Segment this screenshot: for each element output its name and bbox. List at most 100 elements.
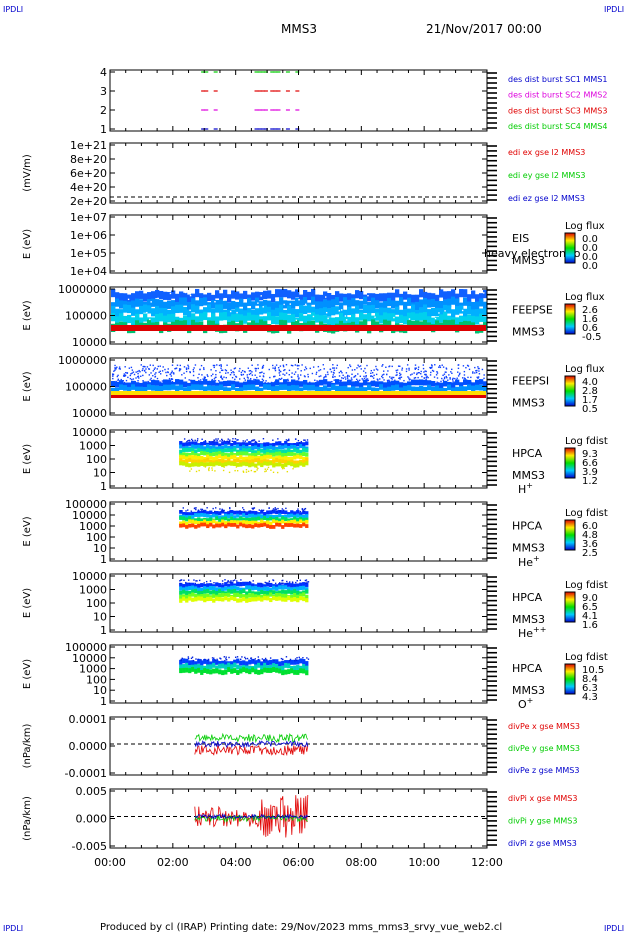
spectrogram-cell [200, 461, 204, 466]
spectrogram-cell [206, 457, 210, 462]
spectrogram-speck [291, 364, 294, 367]
spectrogram-cell [185, 514, 189, 519]
spectrogram-cell [135, 298, 140, 307]
spectrogram-cell [155, 313, 160, 323]
spectrogram-cell [215, 382, 220, 389]
spectrogram-cell [305, 587, 309, 592]
y-axis-label: E (eV) [22, 659, 33, 689]
spectrogram-speck [212, 364, 215, 367]
spectrogram-cell [209, 596, 213, 601]
spectrogram-cell [243, 310, 248, 319]
spectrogram-speck [220, 375, 223, 377]
spectrogram-cell [245, 668, 249, 674]
spectrogram-cell [284, 585, 288, 590]
spectrogram-cell [284, 590, 288, 595]
spectrogram-speck [297, 378, 300, 380]
spectrogram-speck [113, 370, 115, 372]
spectrogram-cell [179, 594, 183, 600]
spectrogram-cell [179, 320, 184, 329]
spectrogram-cell [266, 514, 270, 519]
spectrogram-cell [203, 379, 208, 385]
spectrogram-speck [142, 368, 144, 370]
spectrogram-speck [179, 582, 181, 585]
spectrogram-cell [278, 449, 282, 454]
spectrogram-speck [153, 368, 156, 370]
spectrogram-speck [134, 381, 137, 383]
spectrogram-speck [192, 369, 195, 371]
spectrogram-cell [269, 667, 273, 673]
spectrogram-cell [463, 386, 468, 392]
spectrogram-cell [269, 590, 273, 595]
spectrogram-speck [242, 440, 244, 442]
spectrogram-speck [417, 368, 420, 371]
spectrogram-cell [191, 462, 195, 467]
spectrogram-speck [159, 365, 161, 367]
spectrogram-speck [213, 657, 215, 659]
spectrogram-speck [306, 439, 309, 441]
spectrogram-cell [239, 462, 243, 467]
spectrogram-cell [278, 585, 282, 590]
spectrogram-speck [149, 364, 152, 366]
spectrogram-cell [455, 386, 460, 393]
spectrogram-cell [419, 289, 424, 298]
spectrogram-speck [219, 508, 221, 510]
spectrogram-speck [244, 379, 246, 381]
spectrogram-speck [246, 376, 249, 378]
spectrogram-cell [331, 384, 336, 390]
spectrogram-cell [179, 384, 184, 391]
spectrogram-cell [327, 300, 332, 309]
spectrogram-cell [206, 520, 210, 525]
spectrogram-speck [467, 376, 469, 379]
spectrogram-cell [483, 316, 488, 325]
panel-frame [109, 573, 488, 633]
spectrogram-speck [212, 507, 214, 510]
spectrogram-speck [137, 370, 139, 373]
spectrogram-speck [370, 372, 372, 375]
spectrogram-cell [281, 525, 285, 529]
spectrogram-speck [199, 379, 202, 381]
spectrogram-speck [128, 367, 131, 369]
spectrogram-cell [185, 462, 189, 467]
spectrogram-cell [233, 515, 237, 520]
spectrogram-speck [204, 376, 206, 379]
spectrogram-speck [208, 467, 210, 469]
spectrogram-speck [297, 374, 299, 376]
spectrogram-speck [227, 372, 229, 374]
spectrogram-cell [194, 462, 198, 467]
spectrogram-cell [206, 444, 210, 449]
spectrogram-cell [284, 514, 288, 519]
spectrogram-cell [305, 594, 309, 599]
spectrogram-speck [125, 371, 127, 374]
spectrogram-speck [162, 366, 164, 368]
spectrogram-cell [135, 386, 140, 393]
spectrogram-speck [312, 315, 315, 318]
spectrogram-speck [458, 373, 461, 376]
spectrogram-speck [230, 581, 232, 584]
spectrogram-cell [395, 306, 400, 315]
spectrogram-cell [260, 444, 264, 449]
spectrogram-speck [266, 659, 268, 661]
spectrogram-speck [212, 373, 214, 375]
spectrogram-cell [248, 669, 252, 675]
spectrogram-cell [182, 596, 186, 601]
colorbar-title: Log flux [565, 364, 605, 375]
spectrogram-cell [411, 379, 416, 386]
spectrogram-cell [305, 517, 309, 522]
spectrogram-band-mid [111, 391, 486, 395]
spectrogram-speck [386, 373, 388, 376]
spectrogram-cell [275, 659, 279, 665]
spectrogram-cell [347, 293, 352, 302]
spectrogram-cell [266, 452, 270, 457]
spectrogram-cell [221, 517, 225, 521]
spectrogram-cell [279, 312, 284, 321]
spectrogram-speck [124, 374, 127, 377]
spectrogram-speck [278, 369, 280, 371]
spectrogram-speck [452, 380, 454, 382]
spectrogram-cell [230, 520, 234, 524]
species-label: He+ [518, 554, 540, 569]
spectrogram-cell [248, 585, 252, 590]
spectrogram-speck [251, 440, 253, 442]
colorbar-value: 2.8 [582, 386, 598, 397]
series-line [194, 794, 309, 838]
